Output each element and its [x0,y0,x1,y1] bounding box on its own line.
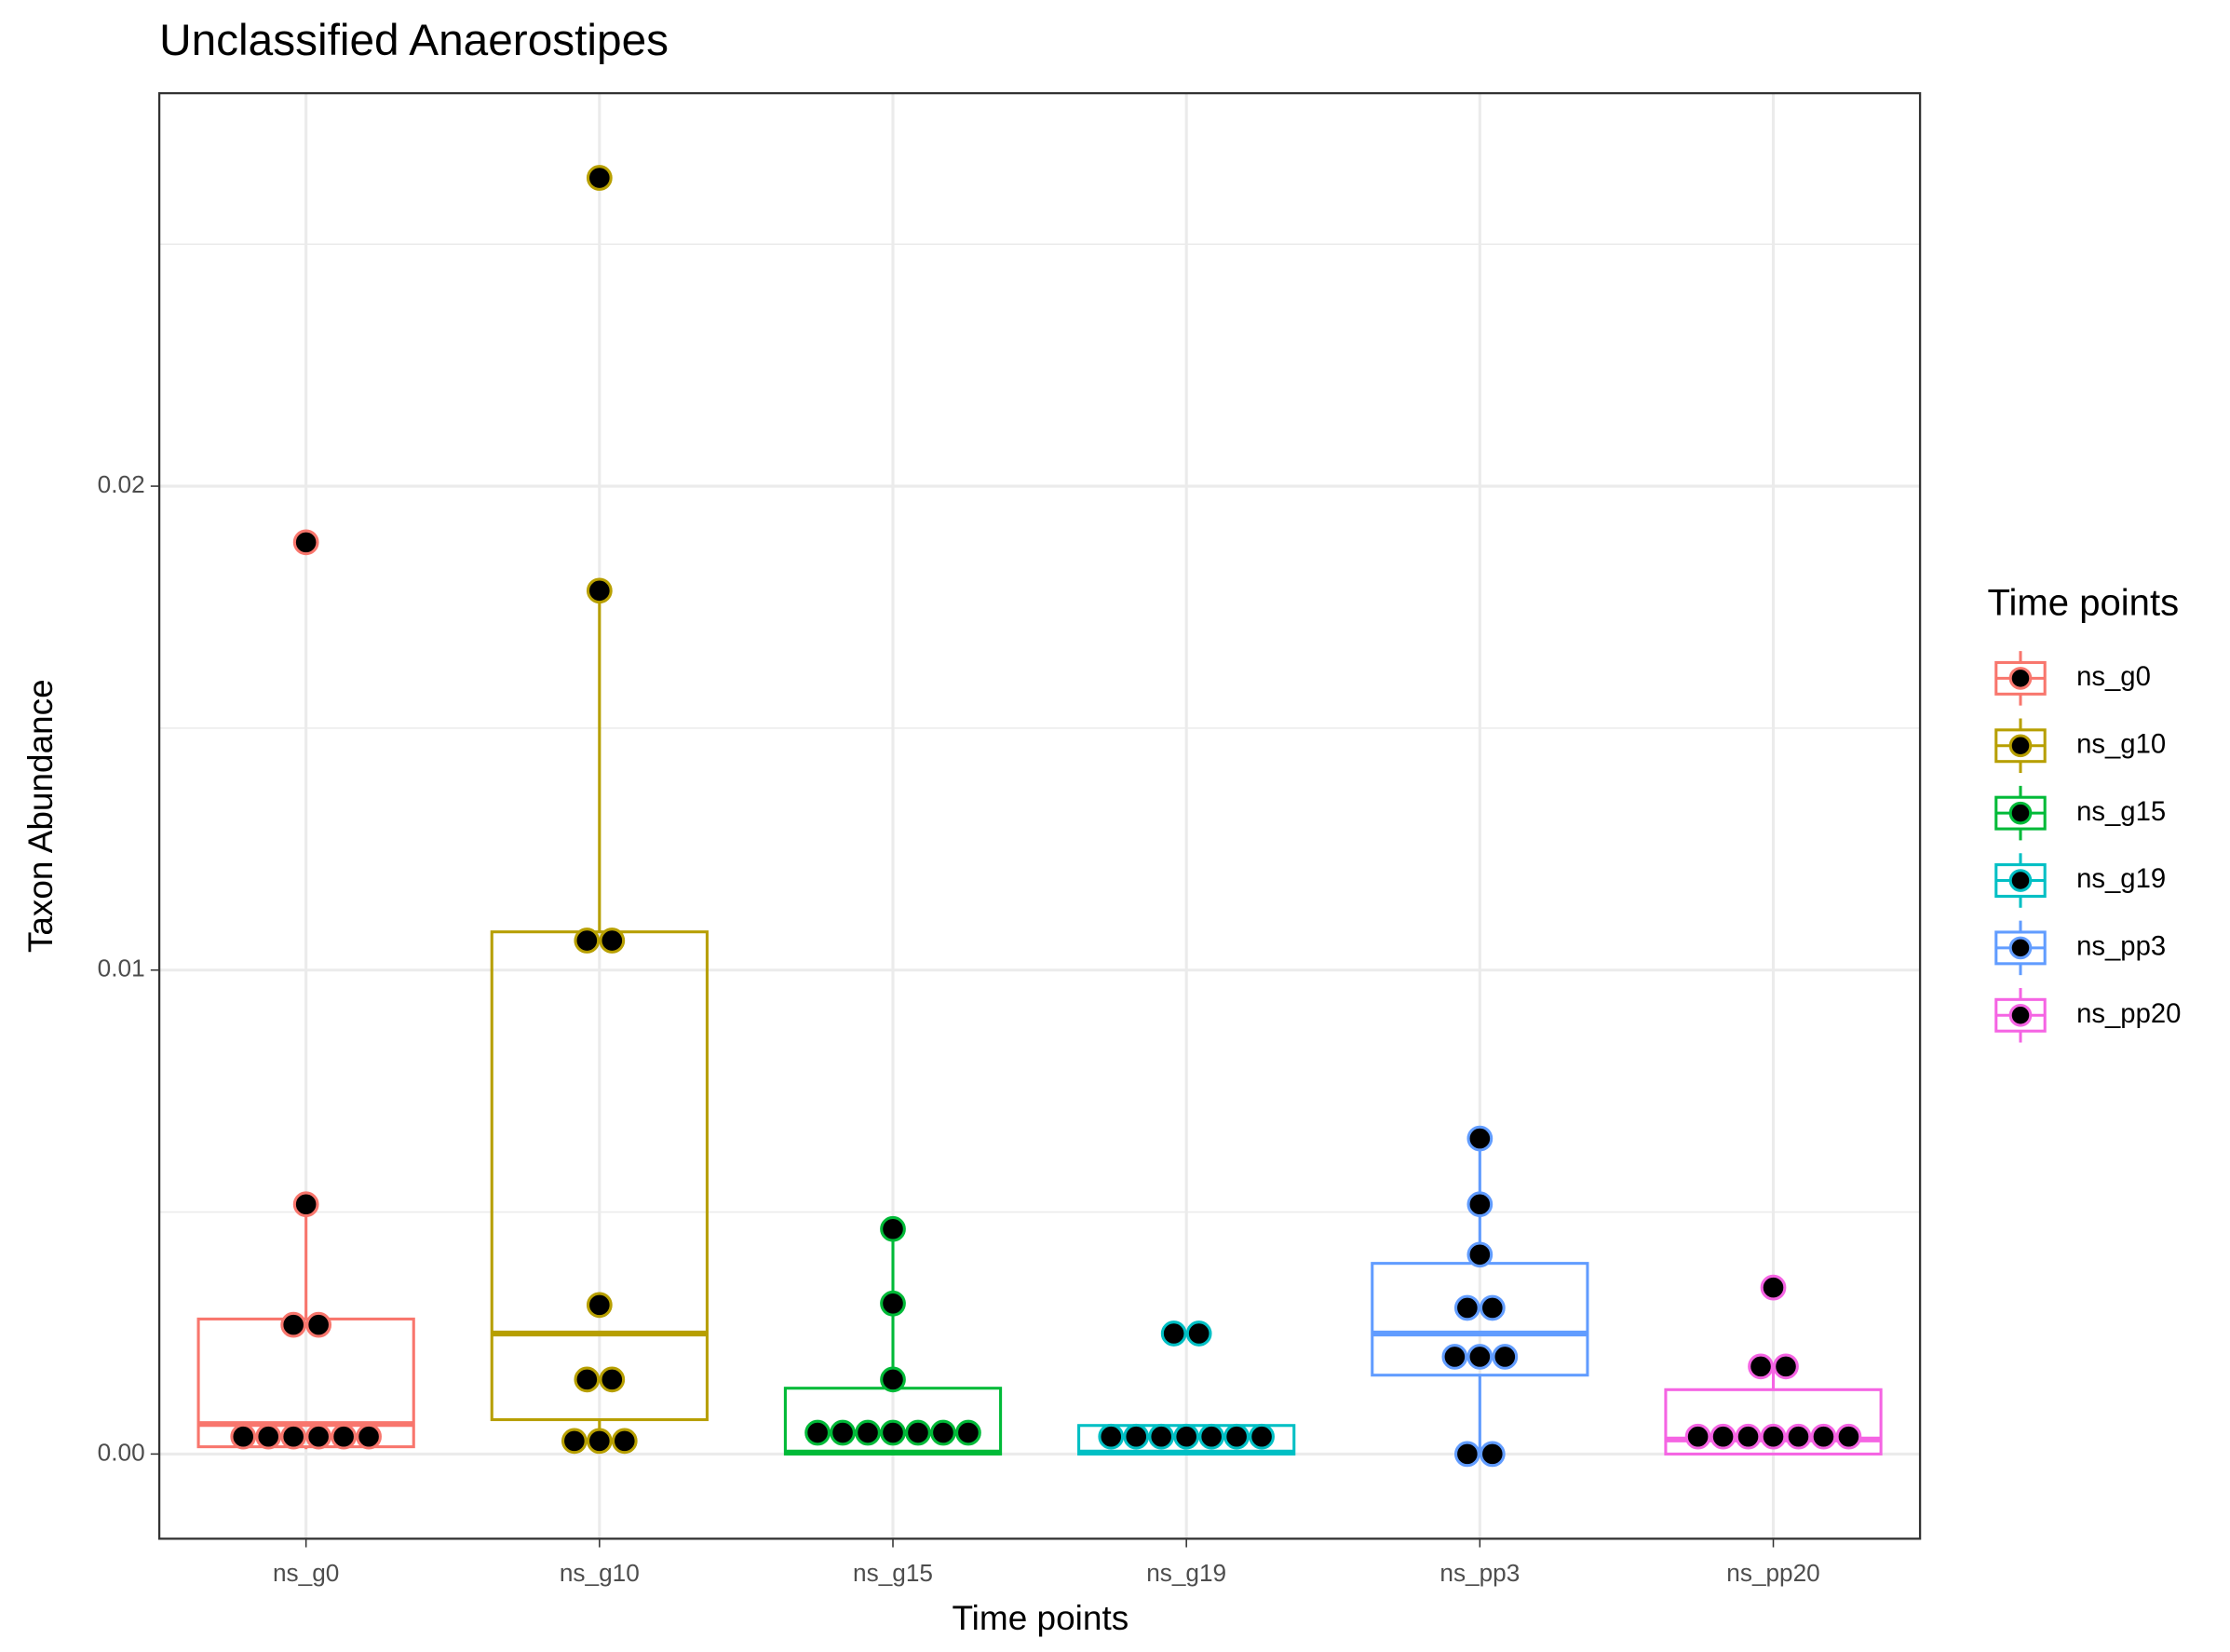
data-point [1760,1274,1787,1301]
chart-title: Unclassified Anaerostipes [159,16,669,65]
data-point [574,1366,601,1393]
x-tick-label: ns_pp20 [1726,1559,1819,1587]
data-point [586,577,613,604]
data-point [1453,1294,1480,1321]
y-tick-label: 0.02 [98,470,145,498]
data-point [255,1423,282,1450]
legend-key-point [2008,936,2033,960]
data-point [804,1419,831,1446]
data-point [280,1423,307,1450]
data-point [880,1290,906,1317]
data-point [1748,1353,1774,1380]
data-point [611,1428,638,1455]
data-point [1198,1423,1225,1450]
data-point [1466,1125,1493,1152]
legend-label: ns_pp20 [2076,999,2181,1029]
data-point [1160,1320,1187,1347]
data-point [880,1366,906,1393]
data-point [1466,1241,1493,1268]
x-tick-label: ns_pp3 [1439,1559,1520,1587]
data-point [905,1419,931,1446]
y-tick-label: 0.01 [98,955,145,982]
y-axis-title: Taxon Abundance [21,679,60,953]
plot-border [157,91,1922,1540]
data-point [561,1428,588,1455]
x-tick-label: ns_g10 [560,1559,640,1587]
data-point [1773,1353,1799,1380]
data-point [599,928,626,954]
data-point [1148,1423,1175,1450]
box [490,930,709,1422]
legend-key-point [2008,667,2033,690]
data-point [1466,1191,1493,1218]
data-point [880,1419,906,1446]
data-point [1466,1344,1493,1370]
data-point [1835,1423,1862,1450]
data-point [1249,1423,1275,1450]
data-point [1123,1423,1150,1450]
legend-label: ns_g10 [2076,730,2166,760]
data-point [930,1419,956,1446]
data-point [1441,1344,1468,1370]
data-point [1223,1423,1250,1450]
data-point [292,1191,319,1218]
legend-key-point [2008,869,2033,892]
data-point [830,1419,856,1446]
data-point [1185,1320,1212,1347]
data-point [1735,1423,1762,1450]
data-point [331,1423,357,1450]
legend-label: ns_pp3 [2076,932,2166,962]
data-point [855,1419,881,1446]
x-axis-title: Time points [952,1599,1129,1637]
data-point [280,1311,307,1338]
data-point [1785,1423,1812,1450]
data-point [586,165,613,191]
data-point [230,1423,257,1450]
y-tick-label: 0.00 [98,1438,145,1466]
data-point [1760,1423,1787,1450]
data-point [1684,1423,1711,1450]
legend-key-point [2008,734,2033,758]
data-point [586,1292,613,1319]
data-point [586,1428,613,1455]
x-tick-label: ns_g0 [273,1559,339,1587]
data-point [356,1423,382,1450]
box [196,1317,415,1449]
legend-label: ns_g0 [2076,662,2151,692]
x-tick-label: ns_g15 [853,1559,933,1587]
box [1664,1388,1883,1456]
legend-title: Time points [1988,582,2180,623]
data-point [880,1215,906,1242]
data-point [1810,1423,1837,1450]
data-point [599,1366,626,1393]
data-point [1710,1423,1737,1450]
data-point [1098,1423,1125,1450]
data-point [1492,1344,1519,1370]
legend-label: ns_g19 [2076,864,2166,894]
legend-key-point [2008,801,2033,825]
data-point [305,1311,332,1338]
data-point [574,928,601,954]
data-point [1173,1423,1200,1450]
data-point [305,1423,332,1450]
data-point [1479,1294,1506,1321]
data-point [955,1419,981,1446]
x-tick-label: ns_g19 [1146,1559,1226,1587]
data-point [1479,1441,1506,1468]
data-point [292,529,319,556]
legend-key-point [2008,1003,2033,1027]
data-point [1453,1441,1480,1468]
legend-label: ns_g15 [2076,797,2166,827]
